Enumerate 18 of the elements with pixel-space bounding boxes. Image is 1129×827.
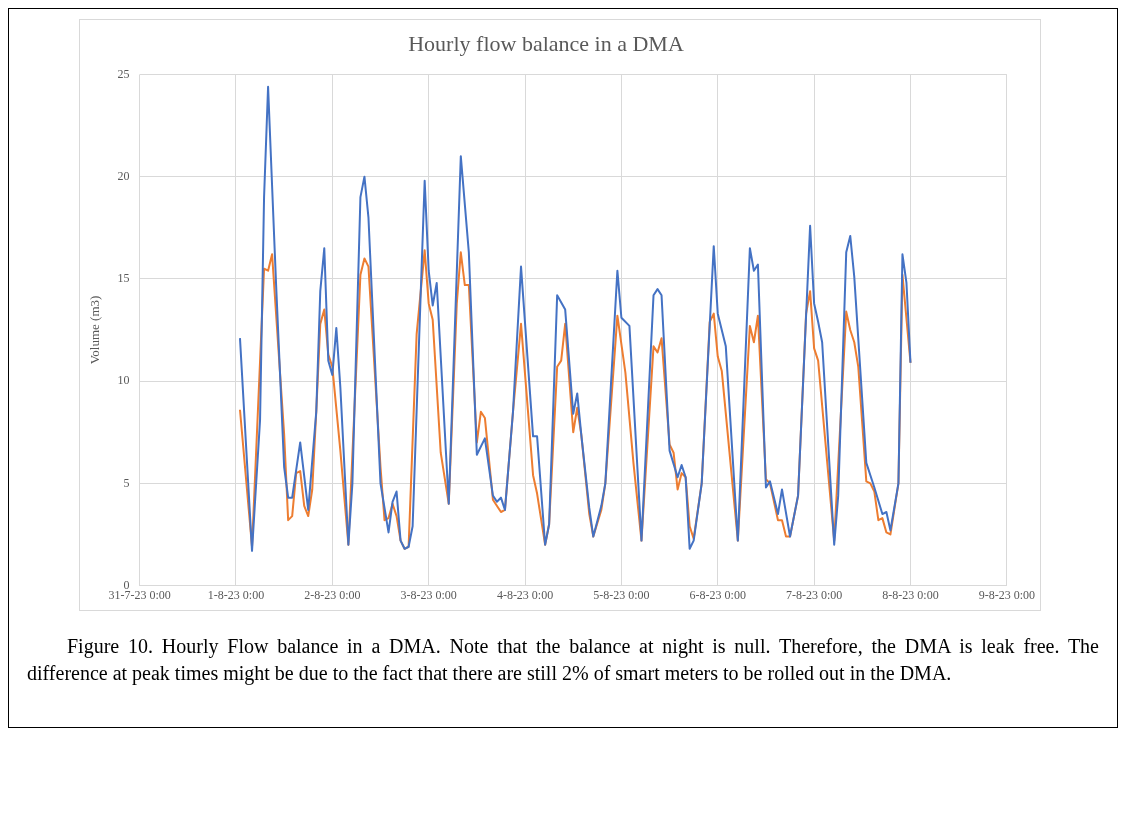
chart-title: Hourly flow balance in a DMA — [408, 30, 684, 56]
x-tick-label: 8-8-23 0:00 — [882, 587, 939, 602]
y-tick-label: 25 — [117, 66, 130, 81]
x-tick-label: 6-8-23 0:00 — [689, 587, 746, 602]
y-tick-label: 0 — [123, 577, 130, 592]
y-tick-label: 5 — [123, 475, 130, 490]
y-tick-label: 10 — [117, 373, 130, 388]
x-tick-label: 1-8-23 0:00 — [207, 587, 265, 602]
y-axis-title: Volume (m3) — [87, 295, 103, 365]
x-tick-label: 9-8-23 0:00 — [978, 587, 1035, 602]
x-tick-label: 7-8-23 0:00 — [785, 587, 843, 602]
x-tick-label: 5-8-23 0:00 — [593, 587, 650, 602]
x-tick-label: 2-8-23 0:00 — [304, 587, 361, 602]
x-tick-label: 3-8-23 0:00 — [400, 587, 457, 602]
x-tick-label: 4-8-23 0:00 — [496, 587, 554, 602]
y-tick-label: 15 — [117, 271, 130, 286]
caption: Figure 10. Hourly Flow balance in a DMA. Note that the balance at night is null. Therefore, the DMA is leak free. The difference at peak times might be due to the fact that there are still 2% of smart meters to be rolled out in the DMA. — [27, 634, 1099, 687]
y-tick-label: 20 — [117, 168, 130, 183]
